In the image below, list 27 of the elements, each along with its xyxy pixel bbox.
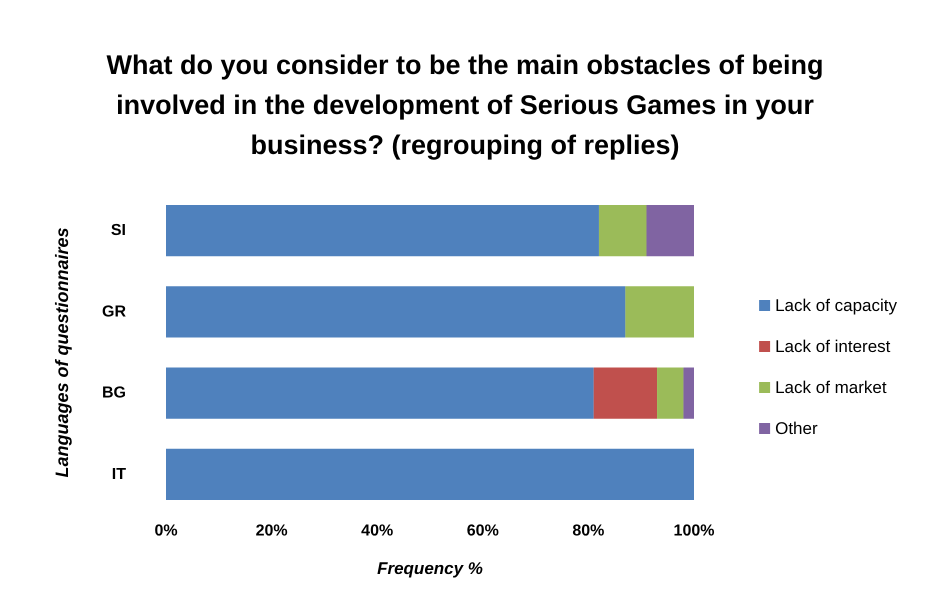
legend-label: Other xyxy=(775,419,818,438)
y-axis-title: Languages of questionnaires xyxy=(52,227,72,478)
bar xyxy=(625,286,694,338)
bar xyxy=(166,205,599,256)
x-tick-label: 40% xyxy=(361,522,394,540)
bar xyxy=(657,368,684,419)
bar xyxy=(594,368,658,419)
bar xyxy=(166,368,594,419)
legend-label: Lack of interest xyxy=(775,337,891,356)
x-tick-label: 60% xyxy=(466,522,499,540)
legend-label: Lack of market xyxy=(775,378,887,397)
bar xyxy=(166,448,694,500)
chart-title: What do you consider to be the main obstacles of being involved in the development of Serious Games in your business? (regrouping of replies) xyxy=(106,50,824,160)
x-tick-label: 80% xyxy=(572,522,604,540)
bar xyxy=(166,286,626,338)
y-tick-label: SI xyxy=(110,222,126,240)
bar xyxy=(683,368,694,419)
x-tick-label: 100% xyxy=(674,522,714,540)
legend-label: Lack of capacity xyxy=(775,296,898,315)
bar xyxy=(646,205,694,256)
x-tick-label: 0% xyxy=(154,522,178,540)
bar xyxy=(598,205,646,256)
y-tick-label: IT xyxy=(112,466,126,483)
y-tick-label: GR xyxy=(102,303,126,320)
x-tick-label: 20% xyxy=(256,522,288,540)
y-tick-label: BG xyxy=(102,384,126,402)
x-axis-title: Frequency % xyxy=(377,559,483,578)
